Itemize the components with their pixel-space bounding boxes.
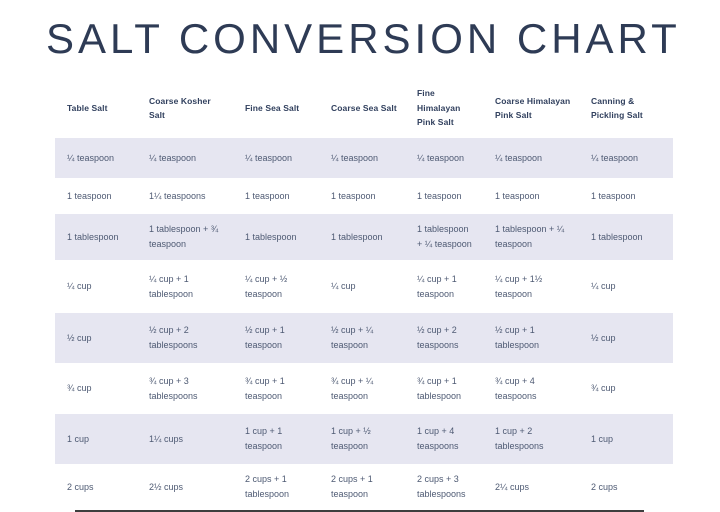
table-header-row: Table Salt Coarse Kosher Salt Fine Sea Sal… [55,78,673,138]
table-cell: 2 cups + 1 teaspoon [331,474,373,499]
table-cell: ¾ cup [67,383,92,394]
table-cell: ½ cup [591,332,616,343]
table-body: ¼ teaspoon ¼ teaspoon ¼ teaspoon ¼ teaspoon… [55,138,673,510]
table-cell: 1 cup + 4 teaspoons [417,426,459,451]
bottom-edge-line [75,510,644,512]
table-cell: ¼ cup + 1 teaspoon [417,273,457,299]
table-cell: 2 cups [67,481,94,492]
table-cell: ¾ cup + 3 tablespoons [149,375,198,401]
table-cell: ¼ cup [67,281,92,292]
table-row: 1 cup 1¼ cups 1 cup + 1 teaspoon 1 cup + ½ … [55,414,673,464]
table-cell: ¼ teaspoon [417,152,465,163]
table-cell: 1 tablespoon [67,231,119,242]
table-cell: 2 cups + 3 tablespoons [417,474,466,499]
table-cell: 1 teaspoon [245,190,290,201]
table-cell: 1 cup [591,433,614,444]
table-cell: 1 tablespoon + ¾ teaspoon [149,224,219,249]
table-cell: 1 teaspoon [495,190,540,201]
table-cell: 1 tablespoon + ¼ teaspoon [495,224,565,249]
table-cell: 1 teaspoon [417,190,462,201]
table-cell: 1 cup + ½ teaspoon [331,426,371,451]
table-cell: 1 cup [67,433,90,444]
page-title: SALT CONVERSION CHART [46,15,681,62]
table-cell: 1 teaspoon [331,190,376,201]
column-header: Fine Himalayan Pink Salt [417,88,461,128]
table-row: ¼ teaspoon ¼ teaspoon ¼ teaspoon ¼ teaspoon… [55,138,673,178]
table-cell: ¼ cup + 1½ teaspoon [495,273,543,299]
table-cell: ¼ teaspoon [331,152,379,163]
column-header: Canning & Pickling Salt [591,95,643,120]
table-cell: 1 tablespoon [591,231,643,242]
table-cell: ¾ cup + 4 teaspoons [495,375,537,401]
table-cell: ¼ teaspoon [149,152,197,163]
table-cell: ½ cup [67,332,92,343]
table-cell: ¼ teaspoon [591,152,639,163]
table-cell: ¼ teaspoon [67,152,115,163]
table-cell: ¼ cup [591,281,616,292]
table-cell: 1 tablespoon + ¼ teaspoon [417,224,472,249]
table-cell: ½ cup + 2 tablespoons [149,325,198,350]
table-cell: ¼ cup + 1 tablespoon [149,273,194,299]
column-header: Coarse Himalayan Pink Salt [495,95,571,120]
table-cell: ¾ cup + 1 teaspoon [245,375,285,401]
table-cell: ½ cup + 2 teaspoons [417,325,459,350]
column-header: Coarse Kosher Salt [149,95,211,120]
table-row: ¼ cup ¼ cup + 1 tablespoon ¼ cup + ½ teasp… [55,260,673,313]
table-row: ½ cup ½ cup + 2 tablespoons ½ cup + 1 teas… [55,313,673,363]
table-cell: 1 cup + 1 teaspoon [245,426,283,451]
table-row: 2 cups 2½ cups 2 cups + 1 tablespoon 2 cups… [55,464,673,510]
table-row: 1 teaspoon 1¼ teaspoons 1 teaspoon 1 teaspo… [55,178,673,214]
table-cell: ¼ teaspoon [245,152,293,163]
table-cell: 1¼ teaspoons [149,190,206,201]
table-cell: ½ cup + 1 tablespoon [495,325,540,350]
table-cell: ½ cup + ¼ teaspoon [331,325,374,350]
table-cell: 1 tablespoon [331,231,383,242]
table-cell: 2½ cups [149,481,184,492]
table-cell: ¾ cup + 1 tablespoon [417,375,462,401]
table-cell: ¾ cup + ¼ teaspoon [331,375,374,401]
table-cell: ½ cup + 1 teaspoon [245,325,285,350]
column-header: Fine Sea Salt [245,102,300,113]
table-cell: 2 cups + 1 tablespoon [245,474,290,499]
table-cell: 1 teaspoon [67,190,112,201]
table-cell: 2¼ cups [495,481,530,492]
table-row: 1 tablespoon 1 tablespoon + ¾ teaspoon 1 t… [55,214,673,260]
table-cell: ¾ cup [591,383,616,394]
table-cell: ¼ cup + ½ teaspoon [245,273,288,299]
table-cell: ¼ teaspoon [495,152,543,163]
table-cell: 1¼ cups [149,433,184,444]
salt-conversion-table: Table Salt Coarse Kosher Salt Fine Sea Sal… [55,78,673,510]
table-row: ¾ cup ¾ cup + 3 tablespoons ¾ cup + 1 teas… [55,363,673,414]
column-header: Coarse Sea Salt [331,102,397,113]
table-cell: 1 tablespoon [245,231,297,242]
table-cell: 1 cup + 2 tablespoons [495,426,544,451]
table-cell: 2 cups [591,481,618,492]
column-header: Table Salt [67,102,108,113]
table-cell: 1 teaspoon [591,190,636,201]
table-cell: ¼ cup [331,281,356,292]
